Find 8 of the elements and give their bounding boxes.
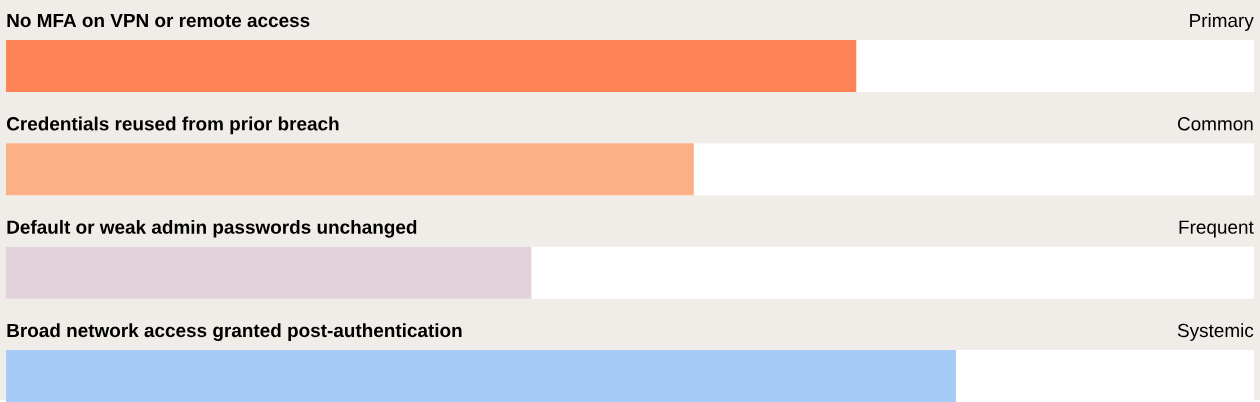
text: Frequent <box>1179 220 1254 238</box>
text: Systemic <box>1177 323 1254 341</box>
text: Primary <box>1190 13 1254 31</box>
text: Common <box>1177 117 1253 131</box>
y-tick-label: Broad network access granted post-authentication <box>7 323 462 342</box>
y-tick-label: Default or weak admin passwords unchanged <box>7 219 417 238</box>
y-tick-label: No MFA on VPN or remote access <box>7 13 310 28</box>
y-tick-label: Credentials reused from prior breach <box>6 116 339 135</box>
